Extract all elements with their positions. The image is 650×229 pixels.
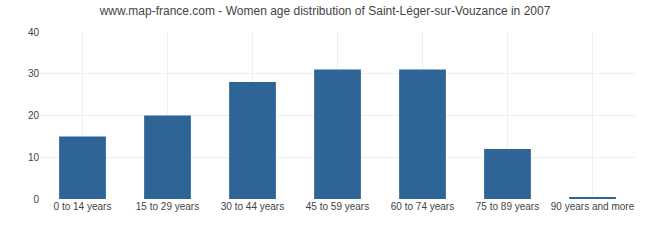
svg-text:40: 40: [28, 27, 40, 38]
svg-text:75 to 89 years: 75 to 89 years: [476, 201, 539, 212]
svg-text:45 to 59 years: 45 to 59 years: [306, 201, 369, 212]
svg-text:30 to 44 years: 30 to 44 years: [221, 201, 284, 212]
svg-text:10: 10: [28, 152, 40, 163]
svg-text:60 to 74 years: 60 to 74 years: [391, 201, 454, 212]
svg-text:0 to 14 years: 0 to 14 years: [54, 201, 112, 212]
svg-text:30: 30: [28, 68, 40, 79]
svg-text:20: 20: [28, 110, 40, 121]
svg-text:15 to 29 years: 15 to 29 years: [136, 201, 199, 212]
svg-text:www.map-france.com - Women age: www.map-france.com - Women age distribut…: [99, 4, 551, 18]
svg-text:90 years and more: 90 years and more: [551, 201, 635, 212]
svg-text:0: 0: [33, 194, 39, 205]
